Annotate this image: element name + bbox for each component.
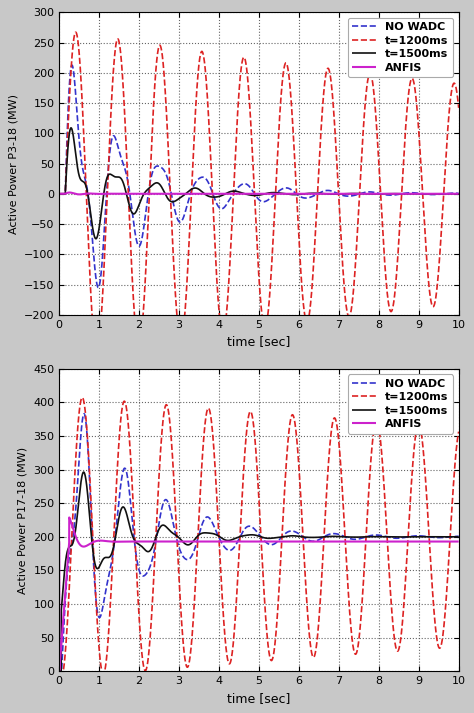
t=1500ms [81, 468, 86, 476]
t=1500ms [456, 533, 462, 541]
Legend: NO WADC, t=1200ms, t=1500ms, ANFIS: NO WADC, t=1200ms, t=1500ms, ANFIS [347, 374, 453, 434]
t=1200ms [456, 427, 462, 436]
ANFIS [56, 666, 62, 674]
t=1500ms [385, 190, 391, 198]
ANFIS [56, 538, 62, 546]
Line: t=1200ms: t=1200ms [59, 398, 459, 678]
Line: ANFIS: ANFIS [59, 518, 459, 670]
t=1500ms [296, 190, 302, 199]
NO WADC [209, 518, 215, 526]
ANFIS [296, 538, 302, 546]
t=1500ms [209, 193, 215, 201]
NO WADC [296, 192, 302, 200]
t=1200ms [209, 423, 215, 431]
t=1500ms [209, 529, 215, 538]
t=1200ms [56, 190, 62, 198]
ANFIS [209, 538, 215, 546]
NO WADC [95, 283, 101, 292]
Line: t=1500ms: t=1500ms [59, 472, 459, 671]
NO WADC [69, 61, 75, 69]
NO WADC [316, 189, 322, 198]
Y-axis label: Active Power P3-18 (MW): Active Power P3-18 (MW) [9, 93, 18, 234]
X-axis label: time [sec]: time [sec] [227, 692, 291, 704]
t=1500ms [355, 533, 360, 541]
t=1500ms [129, 208, 135, 217]
Line: ANFIS: ANFIS [59, 193, 459, 195]
NO WADC [456, 189, 462, 198]
t=1500ms [56, 190, 62, 198]
t=1200ms [385, 294, 391, 302]
t=1200ms [296, 463, 302, 472]
t=1200ms [316, 612, 322, 621]
NO WADC [456, 532, 462, 540]
NO WADC [129, 205, 135, 214]
Line: t=1500ms: t=1500ms [59, 128, 459, 239]
NO WADC [296, 530, 302, 538]
t=1200ms [385, 545, 391, 553]
NO WADC [81, 409, 87, 418]
t=1200ms [56, 667, 62, 675]
ANFIS [77, 190, 82, 199]
t=1200ms [129, 269, 135, 277]
t=1200ms [209, 182, 215, 190]
NO WADC [316, 535, 322, 544]
t=1500ms [129, 530, 135, 538]
Line: NO WADC: NO WADC [59, 414, 459, 678]
ANFIS [296, 190, 302, 198]
t=1200ms [129, 476, 135, 485]
Line: NO WADC: NO WADC [59, 65, 459, 287]
ANFIS [355, 190, 360, 198]
t=1200ms [73, 28, 79, 36]
t=1500ms [385, 533, 391, 541]
t=1200ms [296, 236, 302, 245]
t=1500ms [56, 667, 62, 675]
t=1200ms [355, 645, 360, 654]
ANFIS [456, 538, 462, 546]
Y-axis label: Active Power P17-18 (MW): Active Power P17-18 (MW) [18, 446, 27, 594]
t=1200ms [456, 103, 462, 112]
t=1500ms [68, 123, 74, 132]
t=1500ms [456, 190, 462, 198]
NO WADC [385, 191, 391, 200]
t=1500ms [93, 235, 99, 243]
Line: t=1200ms: t=1200ms [59, 32, 459, 352]
NO WADC [385, 533, 391, 541]
ANFIS [56, 190, 62, 198]
ANFIS [355, 538, 360, 546]
t=1200ms [316, 158, 322, 167]
ANFIS [66, 513, 72, 522]
t=1200ms [58, 674, 64, 682]
ANFIS [316, 190, 322, 198]
ANFIS [67, 188, 73, 197]
ANFIS [316, 538, 322, 546]
t=1500ms [316, 533, 322, 542]
t=1500ms [316, 189, 322, 198]
NO WADC [56, 667, 62, 675]
NO WADC [209, 188, 215, 196]
NO WADC [56, 190, 62, 198]
X-axis label: time [sec]: time [sec] [227, 335, 291, 348]
NO WADC [355, 535, 360, 543]
NO WADC [129, 513, 135, 521]
ANFIS [385, 190, 391, 198]
ANFIS [209, 190, 215, 198]
t=1200ms [80, 394, 85, 402]
t=1500ms [296, 532, 302, 540]
NO WADC [355, 190, 360, 199]
t=1200ms [94, 348, 100, 356]
ANFIS [129, 537, 135, 545]
t=1200ms [355, 227, 360, 236]
t=1500ms [355, 189, 360, 198]
ANFIS [129, 190, 135, 198]
ANFIS [385, 538, 391, 546]
ANFIS [456, 190, 462, 198]
Legend: NO WADC, t=1200ms, t=1500ms, ANFIS: NO WADC, t=1200ms, t=1500ms, ANFIS [347, 18, 453, 77]
NO WADC [58, 674, 64, 682]
